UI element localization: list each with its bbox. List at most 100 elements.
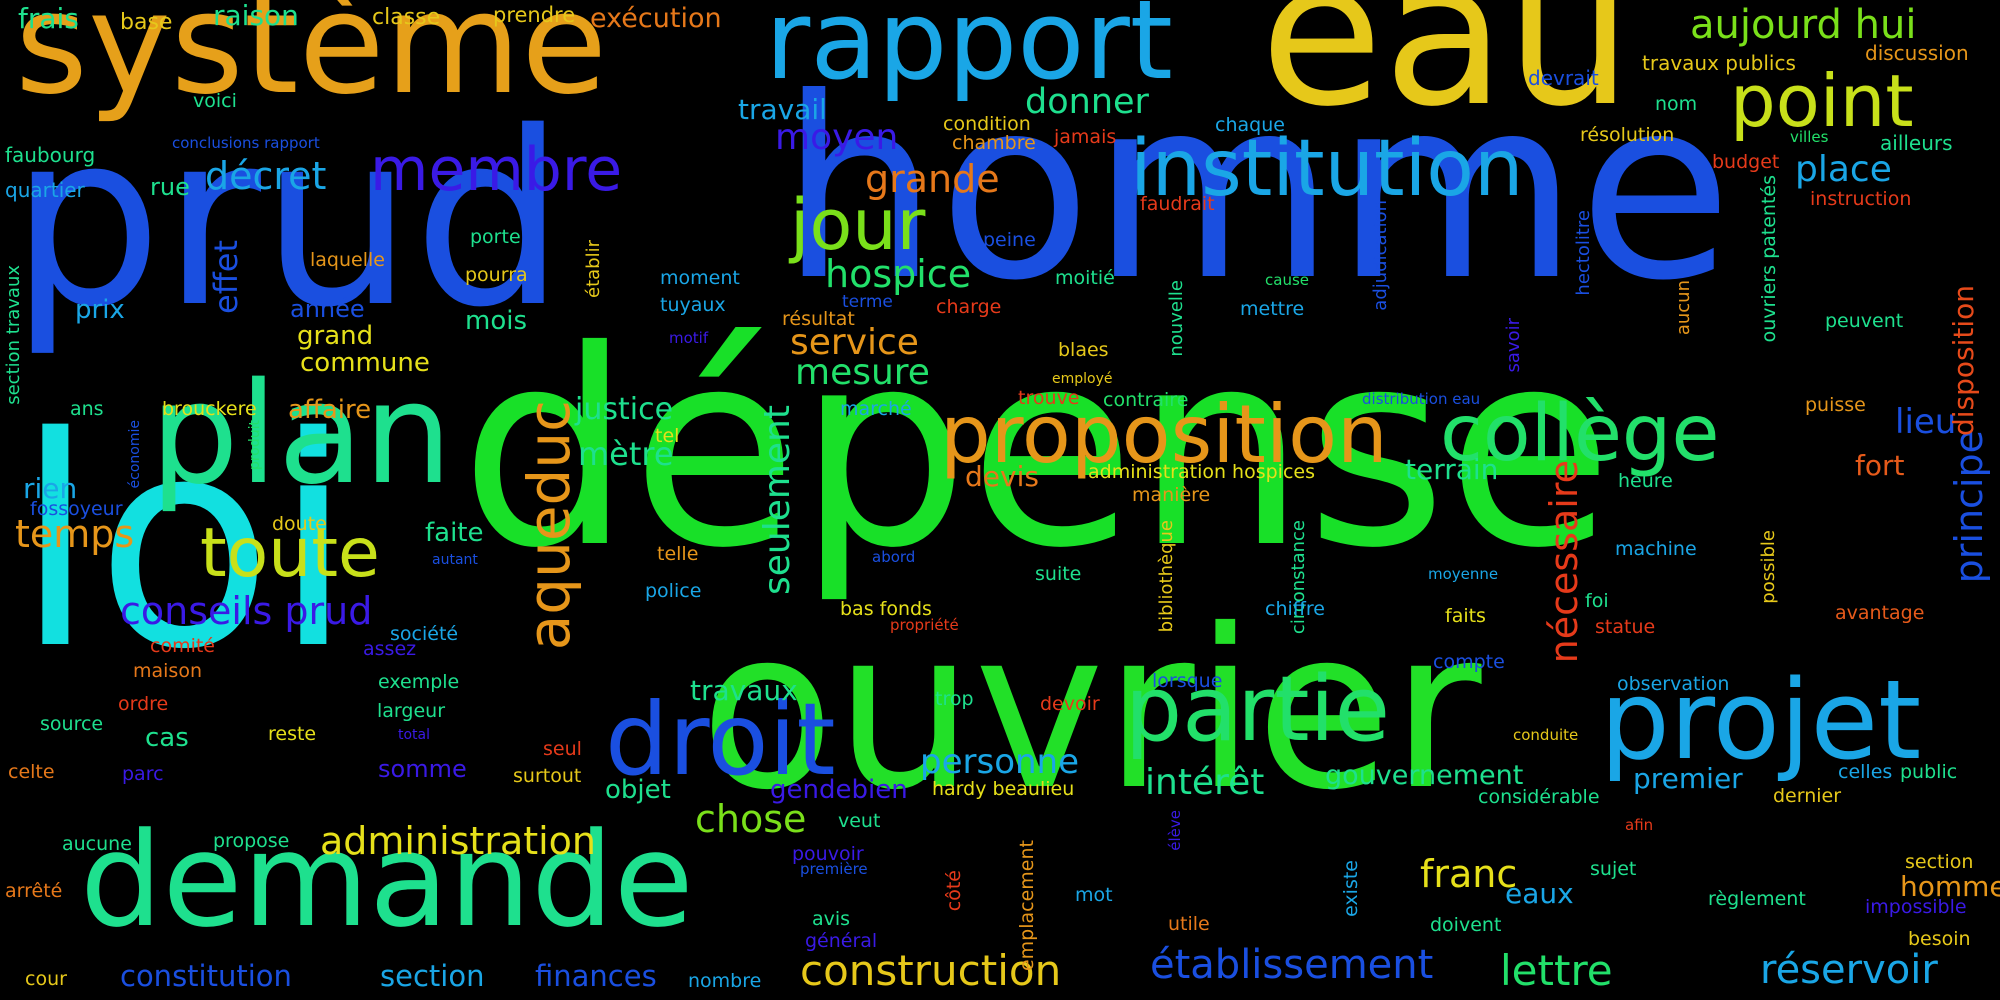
word-lieu: lieu [1895,402,1957,442]
word-reglement: règlement [1708,888,1806,910]
word-grande: grande [865,157,1000,201]
word-section-travaux: section travaux [3,265,24,405]
word-motif: motif [669,329,709,347]
word-surtout: surtout [513,765,582,787]
word-somme: somme [378,755,467,783]
word-donner: donner [1025,82,1149,122]
word-travaux: travaux [690,674,798,707]
word-trouve: trouve [1018,387,1080,409]
word-prud: prud [10,80,566,360]
word-largeur: largeur [377,700,446,722]
word-resultat: résultat [782,308,855,330]
word-aucune: aucune [62,833,132,855]
word-membre: membre [370,135,623,205]
word-exemple: exemple [378,671,460,693]
word-rue: rue [150,173,190,201]
word-utile: utile [1168,913,1210,935]
word-chose: chose [695,797,807,841]
word-systeme: système [15,0,608,126]
word-voici: voici [193,90,237,112]
word-franc: franc [1420,852,1518,896]
word-tuyaux: tuyaux [660,294,726,316]
word-puisse: puisse [1805,394,1866,416]
word-distribution-eau: distribution eau [1362,390,1481,408]
word-mot: mot [1075,884,1113,906]
word-conseils-prud: conseils prud [120,589,373,633]
word-laquelle: laquelle [310,249,385,271]
word-classe: classe [372,5,441,30]
word-section: section [380,959,485,993]
word-terme: terme [842,292,893,312]
word-effet: effet [207,240,245,314]
word-reste: reste [268,723,317,745]
word-adjudication: adjudication [1370,200,1391,311]
word-objet: objet [605,775,671,805]
word-ordre: ordre [118,693,169,715]
word-terrain: terrain [1405,453,1499,486]
word-sujet: sujet [1590,858,1637,880]
word-instruction: instruction [1810,188,1912,210]
word-cause: cause [1265,271,1309,289]
word-blaes: blaes [1058,339,1109,361]
word-avantage: avantage [1835,602,1925,624]
word-bas-fonds: bas fonds [840,598,932,620]
word-partie: partie [1125,657,1390,762]
word-annee: année [290,295,365,323]
word-suite: suite [1035,563,1082,585]
word-existe: existe [1340,860,1362,917]
word-jamais: jamais [1054,126,1117,148]
word-propose: propose [213,830,290,852]
word-eau: eau [1260,0,1633,151]
word-statue: statue [1595,616,1656,638]
word-premiere: première [800,860,868,878]
word-institution: institution [1130,124,1524,214]
word-reservoir: réservoir [1760,947,1938,993]
word-hospice: hospice [825,252,972,296]
word-marche: marché [840,398,912,420]
word-societe: société [390,623,459,645]
word-gouvernement: gouvernement [1325,760,1524,791]
word-point: point [1730,59,1914,143]
word-depense: dépense [460,292,1613,607]
word-heure: heure [1618,470,1673,492]
word-principe: principe [1947,430,1991,584]
word-gendebien: gendebien [770,775,908,805]
word-trop: trop [935,688,974,710]
word-quartier: quartier [5,178,85,202]
word-etablir: établir [583,240,604,298]
word-public: public [1900,761,1958,783]
word-charge: charge [936,296,1002,318]
word-lorsque: lorsque [1152,670,1223,692]
word-pourra: pourra [465,264,528,286]
word-cas: cas [145,723,189,753]
word-chaque: chaque [1215,114,1285,136]
word-total: total [398,727,431,743]
word-necessaire: nécessaire [1542,460,1586,664]
word-emplacement: emplacement [1016,840,1038,972]
word-execution: exécution [590,3,722,34]
word-avis: avis [812,908,851,930]
word-cote: côté [943,870,965,912]
word-conduite: conduite [1513,726,1579,744]
word-condition: condition [943,113,1031,135]
word-travaux-publics: travaux publics [1642,51,1796,75]
word-service: service [790,322,919,363]
word-moyen: moyen [775,117,899,158]
word-homme: homme [1900,870,2000,903]
word-doute: doute [272,513,327,535]
word-administration: administration [320,819,597,863]
word-savoir: savoir [1503,318,1524,373]
word-tel: tel [655,425,680,447]
word-personne: personne [920,742,1080,782]
word-college: collège [1440,389,1720,479]
word-bibliotheque: bibliothèque [1156,520,1177,633]
word-seul: seul [543,738,582,760]
word-faite: faite [425,518,484,548]
word-autant: autant [432,552,478,568]
word-nom: nom [1655,93,1698,115]
word-faubourg: faubourg [5,143,96,167]
word-rapport: rapport [765,0,1173,104]
word-observation: observation [1617,673,1730,695]
word-abord: abord [872,548,916,566]
word-doivent: doivent [1430,914,1502,936]
